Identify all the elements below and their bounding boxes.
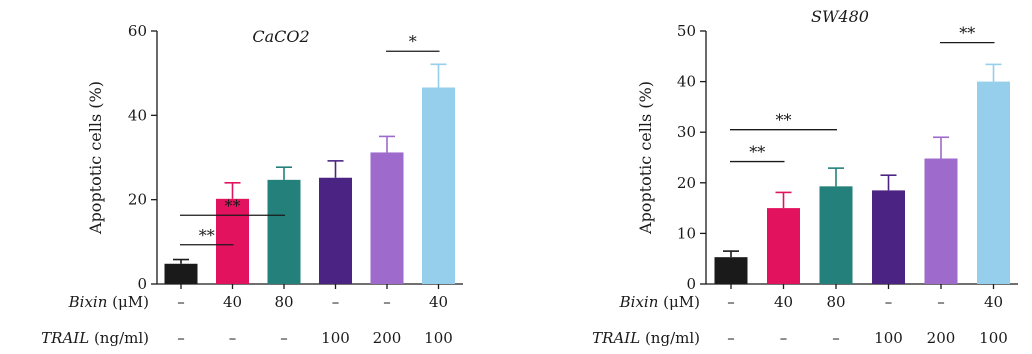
row-label-name: TRAIL — [592, 329, 640, 347]
row-label-name: Bixin — [619, 293, 659, 311]
row-value: 40 — [774, 293, 793, 311]
row-label-name: Bixin — [68, 293, 108, 311]
row-value: – — [885, 293, 893, 311]
significance-label: ** — [199, 226, 215, 245]
row-value: – — [383, 293, 391, 311]
bar-3 — [267, 179, 301, 284]
y-tick-label: 20 — [128, 191, 147, 209]
row-value: 100 — [874, 329, 903, 347]
y-tick-label: 40 — [677, 73, 696, 91]
y-tick-label: 40 — [128, 106, 147, 124]
bar-6 — [977, 81, 1010, 284]
row-label-unit: (μM) — [658, 293, 700, 311]
row-value: 80 — [826, 293, 845, 311]
bar-5 — [924, 158, 958, 284]
row-label: TRAIL (ng/ml) — [592, 329, 700, 347]
y-tick-label: 50 — [677, 22, 696, 40]
y-tick-label: 0 — [137, 275, 147, 293]
row-value: 100 — [424, 329, 453, 347]
significance-label: ** — [749, 143, 765, 162]
row-value: – — [229, 329, 237, 347]
row-value: – — [177, 293, 185, 311]
row-label-unit: (μM) — [107, 293, 149, 311]
row-value: – — [177, 329, 185, 347]
row-label-name: TRAIL — [41, 329, 89, 347]
row-value: 100 — [321, 329, 350, 347]
row-value: 40 — [429, 293, 448, 311]
bar-1 — [164, 263, 198, 284]
row-value: – — [280, 329, 288, 347]
row-value: – — [332, 293, 340, 311]
significance-label: ** — [959, 24, 975, 43]
row-value: 80 — [274, 293, 293, 311]
row-value: 40 — [223, 293, 242, 311]
row-value: 100 — [979, 329, 1008, 347]
row-value: – — [832, 329, 840, 347]
significance-label: ** — [225, 196, 241, 215]
chart-title: CaCO2 — [252, 27, 309, 46]
row-value: – — [937, 293, 945, 311]
row-label-unit: (ng/ml) — [89, 329, 149, 347]
significance-label: * — [409, 32, 417, 51]
bar-1 — [714, 257, 748, 284]
bar-2 — [767, 208, 800, 284]
y-axis-label: Apoptotic cells (%) — [636, 81, 655, 235]
y-tick-label: 20 — [677, 174, 696, 192]
row-value: 200 — [927, 329, 956, 347]
row-value: – — [727, 329, 735, 347]
row-label: Bixin (μM) — [619, 293, 700, 311]
row-value: 40 — [984, 293, 1003, 311]
row-value: 200 — [373, 329, 402, 347]
significance-label: ** — [776, 111, 792, 130]
row-label: Bixin (μM) — [68, 293, 149, 311]
bar-4 — [872, 190, 905, 284]
bar-5 — [370, 152, 404, 284]
chart-2: SW480 Apoptotic cells (%) 0 10 20 30 40 50 ** ** *… — [592, 7, 1018, 347]
chart-title: SW480 — [811, 7, 869, 26]
y-tick-label: 30 — [677, 123, 696, 141]
y-tick-label: 0 — [686, 275, 696, 293]
bar-4 — [319, 177, 352, 284]
bar-2 — [216, 198, 249, 284]
row-label-unit: (ng/ml) — [640, 329, 700, 347]
y-tick-label: 10 — [677, 224, 696, 242]
bar-3 — [819, 186, 853, 284]
bar-6 — [422, 87, 455, 285]
row-value: – — [780, 329, 788, 347]
y-tick-label: 60 — [128, 22, 147, 40]
row-value: – — [727, 293, 735, 311]
y-axis-label: Apoptotic cells (%) — [86, 81, 105, 235]
row-label: TRAIL (ng/ml) — [41, 329, 149, 347]
